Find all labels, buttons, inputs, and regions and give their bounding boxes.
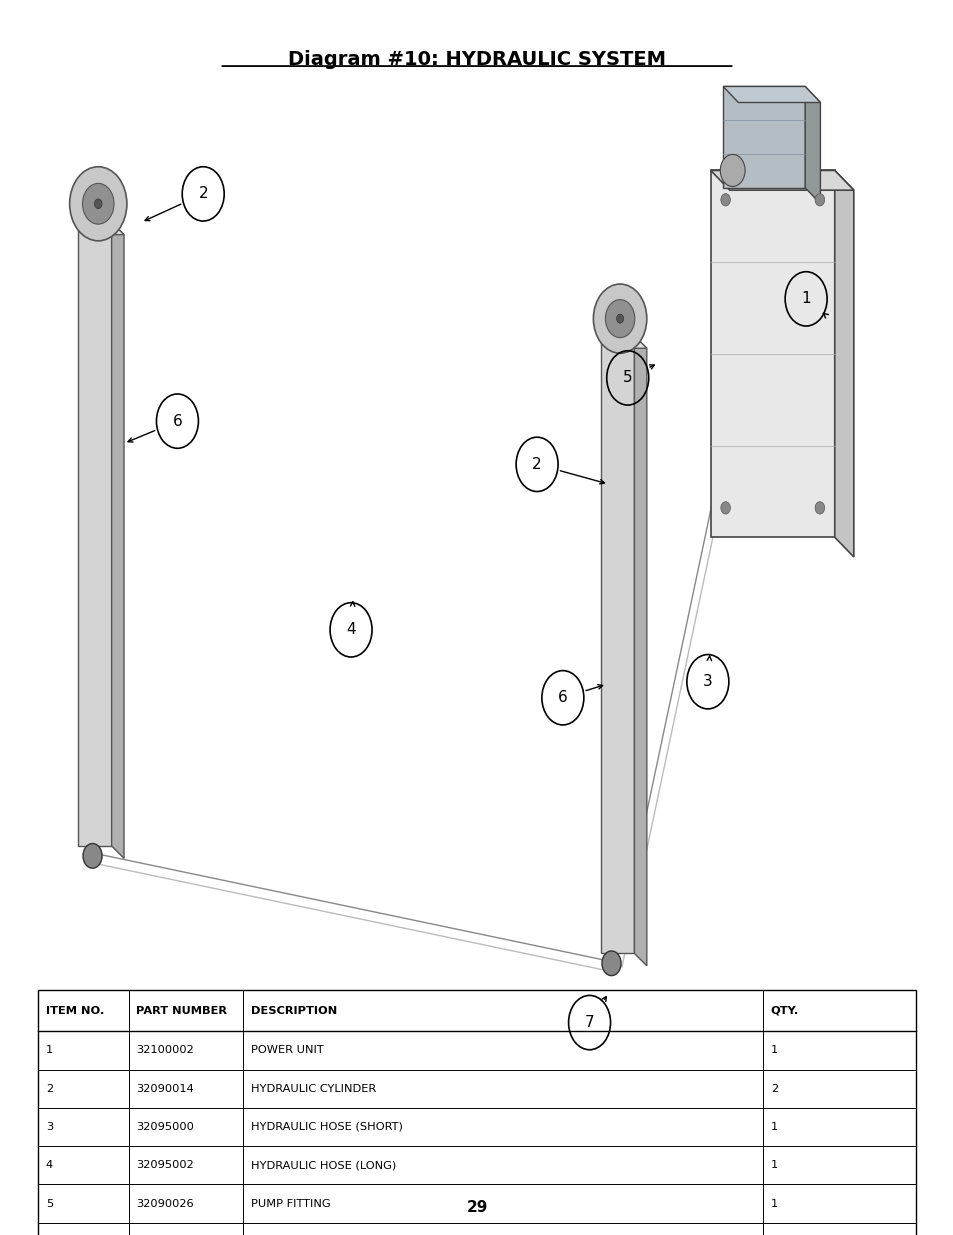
Text: POWER UNIT: POWER UNIT <box>251 1045 323 1056</box>
Circle shape <box>94 199 102 209</box>
Text: 2: 2 <box>770 1083 777 1094</box>
Text: QTY.: QTY. <box>770 1005 799 1016</box>
Text: Diagram #10: HYDRAULIC SYSTEM: Diagram #10: HYDRAULIC SYSTEM <box>288 49 665 69</box>
Text: ITEM NO.: ITEM NO. <box>46 1005 104 1016</box>
Text: PUMP FITTING: PUMP FITTING <box>251 1198 330 1209</box>
Text: 6: 6 <box>558 690 567 705</box>
Circle shape <box>814 501 823 514</box>
Polygon shape <box>834 170 853 557</box>
Circle shape <box>616 314 623 324</box>
Text: 5: 5 <box>46 1198 53 1209</box>
Text: 7: 7 <box>584 1015 594 1030</box>
Polygon shape <box>78 222 124 235</box>
Text: 5: 5 <box>622 370 632 385</box>
Circle shape <box>601 951 620 976</box>
Polygon shape <box>804 86 820 204</box>
Polygon shape <box>710 170 834 537</box>
Text: 4: 4 <box>346 622 355 637</box>
Text: 32090014: 32090014 <box>136 1083 194 1094</box>
Text: HYDRAULIC CYLINDER: HYDRAULIC CYLINDER <box>251 1083 375 1094</box>
Circle shape <box>720 154 744 186</box>
Polygon shape <box>112 222 124 858</box>
Circle shape <box>605 300 634 337</box>
Text: 1: 1 <box>46 1045 53 1056</box>
Text: 32095000: 32095000 <box>136 1121 194 1132</box>
Text: 2: 2 <box>198 186 208 201</box>
Text: 32100002: 32100002 <box>136 1045 194 1056</box>
Text: 3: 3 <box>702 674 712 689</box>
Polygon shape <box>600 336 646 348</box>
Text: 32090026: 32090026 <box>136 1198 193 1209</box>
Polygon shape <box>634 336 646 966</box>
Circle shape <box>593 284 646 353</box>
Text: 2: 2 <box>532 457 541 472</box>
Polygon shape <box>600 336 634 953</box>
Text: 4: 4 <box>46 1160 52 1171</box>
Text: 6: 6 <box>172 414 182 429</box>
Circle shape <box>83 844 102 868</box>
Polygon shape <box>710 170 853 190</box>
Text: 1: 1 <box>801 291 810 306</box>
Text: 2: 2 <box>46 1083 52 1094</box>
Polygon shape <box>722 86 804 188</box>
Polygon shape <box>722 86 820 103</box>
Text: HYDRAULIC HOSE (SHORT): HYDRAULIC HOSE (SHORT) <box>251 1121 402 1132</box>
Text: 29: 29 <box>466 1200 487 1215</box>
Circle shape <box>720 501 730 514</box>
Polygon shape <box>78 222 112 846</box>
Text: 1: 1 <box>770 1198 778 1209</box>
Text: 1: 1 <box>770 1160 778 1171</box>
Circle shape <box>814 194 823 206</box>
Text: DESCRIPTION: DESCRIPTION <box>251 1005 336 1016</box>
Circle shape <box>70 167 127 241</box>
Text: HYDRAULIC HOSE (LONG): HYDRAULIC HOSE (LONG) <box>251 1160 395 1171</box>
Text: PART NUMBER: PART NUMBER <box>136 1005 227 1016</box>
Text: 1: 1 <box>770 1045 778 1056</box>
Text: 1: 1 <box>770 1121 778 1132</box>
Circle shape <box>720 194 730 206</box>
Text: 32095002: 32095002 <box>136 1160 194 1171</box>
Circle shape <box>82 184 114 225</box>
Text: 3: 3 <box>46 1121 53 1132</box>
